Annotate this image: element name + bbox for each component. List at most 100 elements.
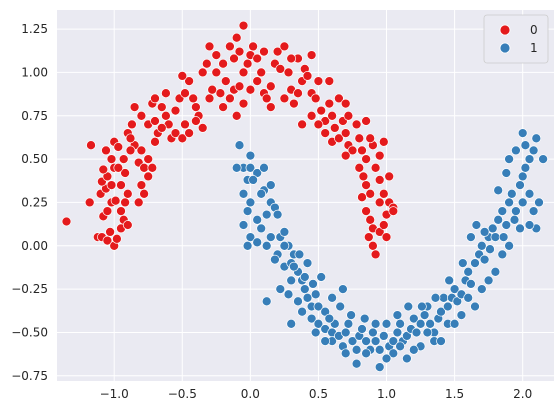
data-point-series-1 (256, 188, 267, 199)
data-point-series-0 (120, 168, 130, 178)
data-point-series-1 (279, 240, 290, 251)
y-tick-label: 1.00 (21, 65, 48, 79)
data-point-series-1 (483, 275, 494, 286)
x-tick-label: 1.5 (445, 387, 464, 401)
x-tick-label: 0.5 (309, 387, 328, 401)
data-point-series-1 (476, 240, 487, 251)
data-point-series-1 (270, 254, 280, 265)
data-point-series-0 (310, 93, 321, 104)
data-point-series-1 (511, 206, 521, 216)
data-point-series-1 (381, 353, 392, 364)
data-point-series-0 (370, 162, 381, 173)
data-point-series-1 (524, 154, 535, 164)
data-point-series-0 (118, 154, 129, 164)
data-point-series-0 (161, 110, 171, 121)
data-point-series-1 (289, 261, 299, 272)
data-point-series-0 (170, 128, 181, 138)
data-point-series-1 (422, 327, 433, 338)
x-tick-label: −1.0 (100, 387, 129, 401)
data-point-series-0 (354, 162, 365, 173)
data-point-series-0 (365, 188, 376, 199)
data-point-series-1 (395, 341, 405, 352)
y-tick-label: −0.50 (11, 325, 48, 339)
data-point-series-1 (408, 344, 419, 355)
data-point-series-1 (520, 140, 531, 151)
data-point-series-1 (388, 348, 399, 359)
data-point-series-1 (470, 258, 480, 268)
data-point-series-1 (504, 240, 514, 251)
data-point-series-0 (180, 119, 190, 130)
data-point-series-1 (248, 175, 258, 185)
data-point-series-1 (361, 348, 371, 359)
data-point-series-1 (343, 318, 354, 329)
data-point-series-1 (504, 197, 514, 208)
data-point-series-0 (136, 145, 147, 156)
data-point-series-0 (218, 58, 228, 69)
data-point-series-0 (122, 188, 133, 199)
data-point-series-0 (143, 171, 154, 182)
data-point-series-0 (324, 76, 335, 86)
data-point-series-0 (370, 249, 381, 260)
data-point-series-1 (479, 254, 490, 265)
data-point-series-0 (374, 175, 385, 185)
data-point-series-0 (207, 84, 218, 95)
data-point-series-1 (338, 284, 348, 294)
data-point-series-1 (261, 240, 272, 251)
data-point-series-0 (286, 53, 297, 64)
data-point-series-1 (436, 336, 446, 346)
data-point-series-0 (384, 171, 395, 182)
x-tick-label: 2.0 (513, 387, 532, 401)
data-points (61, 20, 548, 372)
data-point-series-0 (361, 206, 371, 216)
data-point-series-0 (313, 119, 324, 130)
data-point-series-0 (116, 180, 126, 190)
data-point-series-0 (265, 102, 276, 112)
data-point-series-0 (204, 41, 215, 52)
data-point-series-1 (272, 209, 283, 220)
data-point-series-1 (471, 220, 482, 230)
data-point-series-1 (501, 220, 512, 230)
data-point-series-0 (125, 145, 136, 156)
data-point-series-1 (261, 209, 272, 220)
data-point-series-1 (286, 275, 297, 286)
data-point-series-0 (197, 123, 208, 133)
data-point-series-0 (229, 53, 239, 64)
data-point-series-1 (444, 275, 455, 286)
data-point-series-0 (365, 214, 376, 225)
data-point-series-0 (365, 133, 376, 144)
y-tick-label: −0.25 (11, 282, 48, 296)
data-point-series-1 (449, 284, 460, 294)
data-point-series-0 (374, 150, 385, 161)
data-point-series-1 (511, 145, 521, 156)
data-point-series-0 (302, 71, 313, 81)
data-point-series-1 (245, 232, 256, 242)
y-tick-label: 0.00 (21, 239, 48, 253)
data-point-series-1 (242, 206, 253, 216)
data-point-series-1 (283, 289, 294, 300)
data-point-series-0 (184, 128, 194, 138)
data-point-series-1 (368, 327, 378, 338)
data-point-series-0 (113, 162, 124, 173)
data-point-series-1 (425, 318, 435, 329)
data-point-series-1 (395, 318, 405, 329)
data-point-series-0 (272, 46, 283, 57)
data-point-series-0 (347, 145, 358, 156)
data-point-series-1 (528, 206, 539, 216)
data-point-series-1 (430, 292, 441, 303)
data-point-series-0 (316, 105, 327, 116)
data-point-series-0 (306, 50, 317, 60)
data-point-series-0 (211, 50, 222, 60)
data-point-series-1 (370, 318, 381, 329)
data-point-series-0 (289, 98, 299, 109)
data-point-series-1 (308, 279, 318, 289)
data-point-series-1 (238, 220, 249, 230)
data-point-series-1 (466, 279, 476, 289)
data-point-series-1 (302, 292, 313, 303)
data-point-series-0 (261, 93, 272, 104)
legend-box (483, 14, 549, 64)
data-point-series-0 (378, 220, 389, 230)
data-point-series-1 (245, 162, 256, 173)
data-point-series-0 (156, 102, 167, 112)
data-point-series-1 (297, 306, 307, 317)
